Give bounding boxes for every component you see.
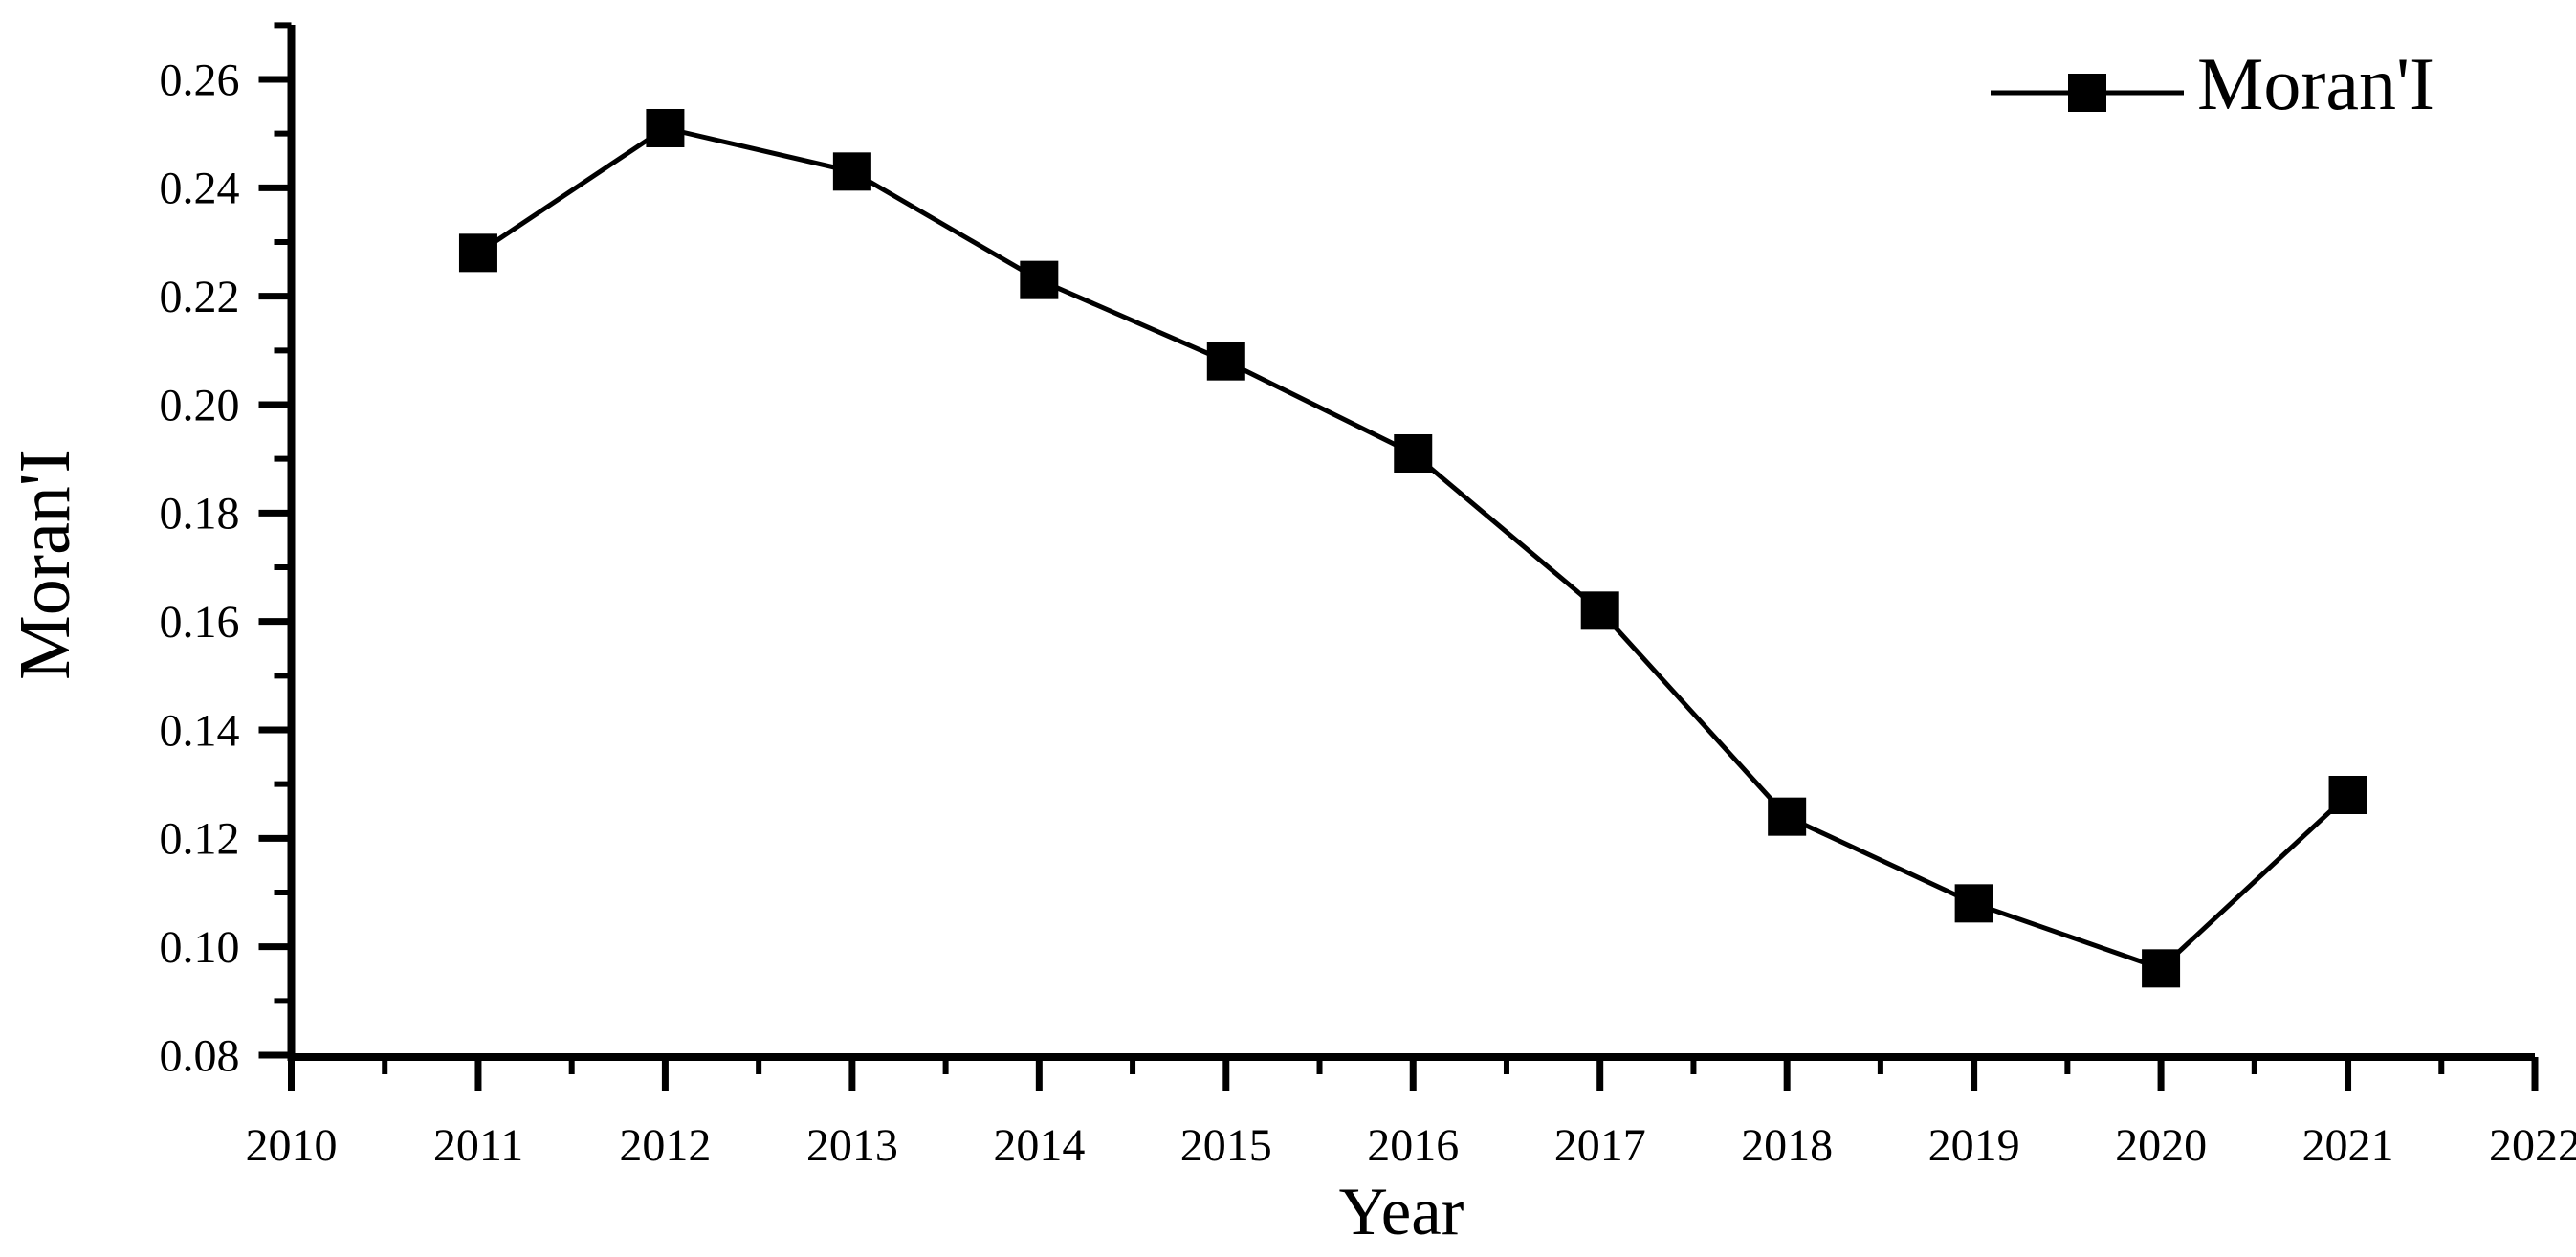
y-tick-label: 0.22 [160, 272, 240, 322]
y-axis-title: Moran'I [5, 449, 85, 680]
x-tick-label: 2016 [1367, 1120, 1459, 1171]
x-tick-label: 2012 [619, 1120, 711, 1171]
plot-area: 0.08 0.10 0.12 0.14 0.16 0.18 0.20 0.22 0.24 0.26… [160, 22, 2576, 1171]
x-tick-label: 2019 [1928, 1120, 2020, 1171]
y-tick-label: 0.08 [160, 1030, 240, 1081]
y-tick-label: 0.14 [160, 705, 240, 756]
x-tick-label: 2011 [433, 1120, 523, 1171]
legend-marker-sample [2068, 74, 2106, 112]
x-tick-label: 2020 [2115, 1120, 2207, 1171]
y-tick-label: 0.24 [160, 164, 240, 214]
y-tick-label: 0.12 [160, 814, 240, 865]
x-tick-label: 2015 [1180, 1120, 1272, 1171]
data-point-marker [1580, 591, 1619, 630]
data-point-marker [1206, 342, 1245, 381]
y-tick-label: 0.20 [160, 380, 240, 430]
data-point-marker [458, 233, 497, 273]
legend-label: Moran'I [2197, 42, 2434, 125]
data-point-marker [2328, 775, 2367, 814]
x-tick-label: 2010 [246, 1120, 338, 1171]
data-point-marker [646, 108, 685, 147]
x-tick-label: 2021 [2302, 1120, 2394, 1171]
data-point-marker [1768, 797, 1807, 836]
data-point-marker [1020, 260, 1059, 299]
y-tick-label: 0.10 [160, 922, 240, 973]
x-tick-label: 2017 [1554, 1120, 1646, 1171]
y-tick-label: 0.26 [160, 55, 240, 105]
x-tick-label: 2018 [1741, 1120, 1833, 1171]
series-line [476, 125, 2350, 972]
x-axis-title: Year [1339, 1175, 1464, 1249]
x-tick-label: 2022 [2489, 1120, 2576, 1171]
x-tick-label: 2013 [806, 1120, 898, 1171]
y-tick-label: 0.16 [160, 597, 240, 648]
legend: Moran'I [1991, 42, 2434, 125]
y-tick-label: 0.18 [160, 489, 240, 540]
data-point-marker [832, 152, 871, 191]
data-point-marker [1394, 433, 1433, 473]
x-tick-label: 2014 [993, 1120, 1085, 1171]
data-point-marker [2142, 949, 2181, 988]
data-point-marker [1954, 884, 1993, 923]
